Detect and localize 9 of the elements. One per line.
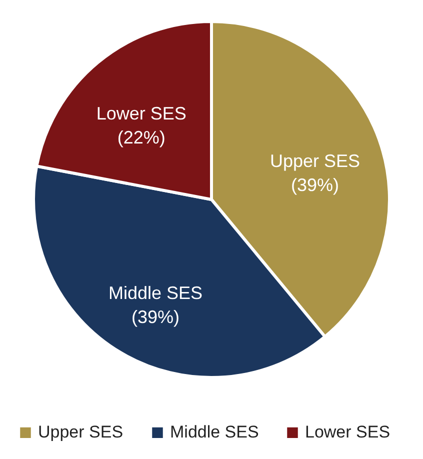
legend-label: Middle SES xyxy=(170,422,259,442)
slice-label: Middle SES xyxy=(108,283,203,304)
data-label: (39%) xyxy=(132,307,180,328)
legend-label: Lower SES xyxy=(305,422,390,442)
data-label: (39%) xyxy=(290,175,340,196)
slice-label: Lower SES xyxy=(96,104,186,124)
data-label: (22%) xyxy=(117,128,166,148)
legend-label: Upper SES xyxy=(38,422,124,442)
slice-label: Upper SES xyxy=(270,151,360,172)
